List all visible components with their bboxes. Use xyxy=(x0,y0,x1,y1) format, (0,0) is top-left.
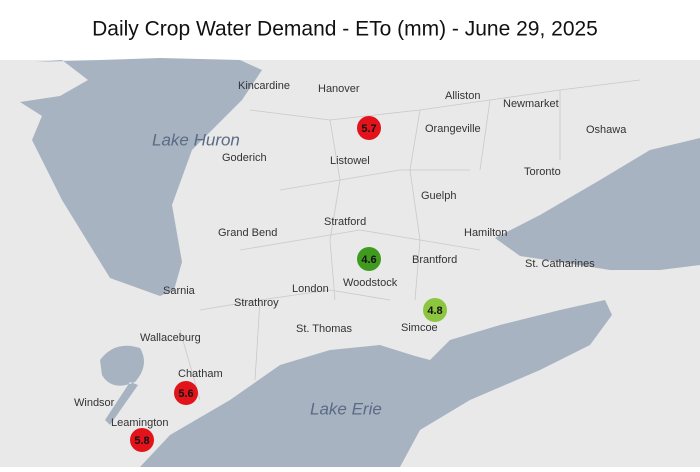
place-label: Guelph xyxy=(421,190,456,202)
lake-st-clair xyxy=(100,345,144,425)
place-label: Grand Bend xyxy=(218,227,277,239)
place-label: Windsor xyxy=(74,397,115,409)
lake-label: Lake Erie xyxy=(310,399,382,418)
station-value: 5.8 xyxy=(134,435,149,447)
lake-erie-water xyxy=(140,300,612,467)
station-marker xyxy=(357,247,381,271)
place-label: Goderich xyxy=(222,152,267,164)
station-marker xyxy=(357,116,381,140)
station-value: 4.8 xyxy=(427,305,442,317)
place-label: Hamilton xyxy=(464,227,507,239)
place-label: St. Catharines xyxy=(525,258,595,270)
place-label: Newmarket xyxy=(503,98,559,110)
place-labels: Kincardine Hanover Alliston Newmarket Orange… xyxy=(74,80,627,429)
lake-label: Lake Huron xyxy=(152,130,240,149)
place-label: London xyxy=(292,283,329,295)
place-label: Simcoe xyxy=(401,322,438,334)
place-label: Sarnia xyxy=(163,285,196,297)
place-label: Alliston xyxy=(445,90,480,102)
station-value: 5.6 xyxy=(178,388,193,400)
stations: 5.7 4.6 4.8 5.6 5.8 xyxy=(130,116,447,452)
place-label: Hanover xyxy=(318,83,360,95)
place-label: Strathroy xyxy=(234,297,279,309)
place-label: Woodstock xyxy=(343,277,398,289)
place-label: Wallaceburg xyxy=(140,332,201,344)
place-label: St. Thomas xyxy=(296,323,353,335)
station-marker xyxy=(130,428,154,452)
title: Daily Crop Water Demand - ETo (mm) - Jun… xyxy=(92,18,598,41)
place-label: Chatham xyxy=(178,368,223,380)
station-value: 4.6 xyxy=(361,254,376,266)
place-label: Kincardine xyxy=(238,80,290,92)
place-label: Toronto xyxy=(524,166,561,178)
station-marker xyxy=(174,381,198,405)
lake-ontario-water xyxy=(495,138,700,270)
station-value: 5.7 xyxy=(361,123,376,135)
place-label: Brantford xyxy=(412,254,457,266)
county-borders xyxy=(179,79,641,401)
place-label: Listowel xyxy=(330,155,370,167)
lake-huron-water xyxy=(20,58,262,296)
place-label: Oshawa xyxy=(586,124,627,136)
place-label: Leamington xyxy=(111,417,169,429)
place-label: Orangeville xyxy=(425,123,481,135)
station-marker xyxy=(423,298,447,322)
place-label: Stratford xyxy=(324,216,366,228)
